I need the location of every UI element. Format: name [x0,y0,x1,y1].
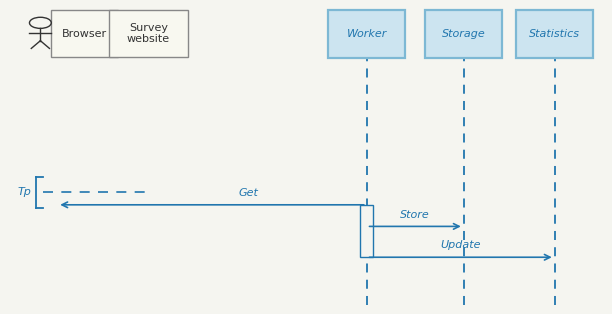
Text: Update: Update [441,241,481,251]
FancyBboxPatch shape [329,9,405,58]
FancyBboxPatch shape [425,9,502,58]
Bar [360,205,373,257]
Text: Worker: Worker [346,29,387,39]
FancyBboxPatch shape [51,10,118,57]
Text: Statistics: Statistics [529,29,580,39]
Text: Storage: Storage [442,29,485,39]
FancyBboxPatch shape [109,10,188,57]
Text: Survey
website: Survey website [127,23,170,44]
Text: Store: Store [400,210,430,219]
Text: Get: Get [239,188,258,198]
Text: Tp: Tp [18,187,32,198]
Text: Browser: Browser [62,29,107,39]
FancyBboxPatch shape [517,9,593,58]
